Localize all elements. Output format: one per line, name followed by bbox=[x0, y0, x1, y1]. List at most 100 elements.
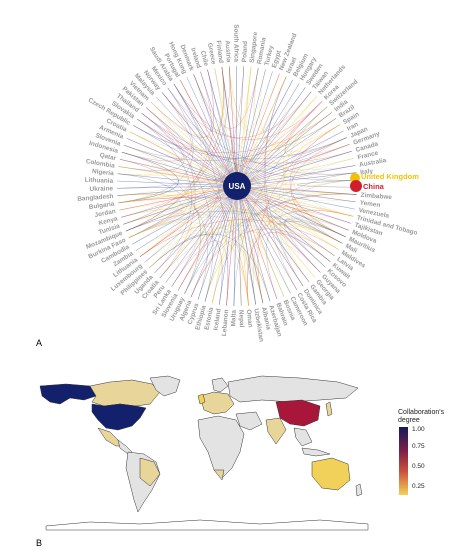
hub-edge bbox=[133, 125, 238, 187]
south-africa bbox=[213, 469, 225, 481]
usa bbox=[91, 403, 147, 431]
colorbar-legend: Collaboration's degree 1.00 0.75 0.50 0.… bbox=[398, 409, 445, 495]
hub-edge bbox=[117, 180, 238, 187]
hub-edge bbox=[236, 65, 238, 187]
collab-edge bbox=[139, 230, 223, 305]
usa-hub-label: USA bbox=[229, 182, 246, 191]
uk-label: United Kingdom bbox=[361, 172, 419, 181]
china bbox=[275, 399, 321, 427]
hub-edge bbox=[236, 185, 278, 300]
hub-edge bbox=[236, 185, 346, 238]
hub-edge bbox=[236, 150, 352, 187]
hub-edge bbox=[141, 113, 238, 187]
country-label: Lebanon bbox=[221, 309, 230, 336]
hub-edge bbox=[116, 185, 238, 189]
collab-edge bbox=[150, 66, 225, 137]
hub-edge bbox=[236, 172, 357, 187]
hub-edge bbox=[236, 96, 317, 187]
new-zealand bbox=[355, 483, 363, 497]
legend-title-line1: Collaboration's bbox=[398, 409, 445, 416]
collab-edge bbox=[123, 66, 224, 225]
country-label: Albania bbox=[260, 306, 272, 330]
hub-edge bbox=[236, 137, 347, 187]
antarctica bbox=[45, 519, 369, 531]
country-label: Iceland bbox=[212, 308, 222, 331]
hub-edge bbox=[131, 185, 238, 245]
brazil bbox=[139, 457, 161, 487]
hub-edge bbox=[211, 185, 238, 304]
collab-edge bbox=[257, 124, 341, 304]
panel-b-label: B bbox=[36, 538, 42, 548]
country-label: Bangladesh bbox=[77, 193, 114, 203]
collab-edge bbox=[161, 92, 349, 231]
hub-edge bbox=[236, 185, 355, 210]
hub-edge bbox=[236, 185, 326, 268]
hub-edge bbox=[236, 165, 356, 187]
collab-edge bbox=[173, 83, 350, 157]
hub-edge bbox=[219, 185, 238, 305]
hub-edge bbox=[236, 185, 339, 250]
hub-edge bbox=[167, 87, 238, 187]
country-label: Qatar bbox=[99, 152, 117, 163]
collab-edge bbox=[247, 232, 331, 306]
country-label: Italy bbox=[360, 168, 374, 176]
hub-edge bbox=[236, 71, 273, 187]
country-label: Zimbabwe bbox=[360, 192, 392, 201]
hub-edge bbox=[144, 185, 238, 263]
scandinavia bbox=[211, 377, 229, 393]
indonesia bbox=[301, 447, 331, 457]
colorbar bbox=[399, 427, 408, 495]
collab-edge bbox=[211, 172, 357, 304]
collab-edge bbox=[128, 87, 306, 238]
hub-edge bbox=[121, 185, 238, 218]
country-label: Bulgaria bbox=[88, 200, 115, 211]
country-label: Chile bbox=[199, 50, 210, 67]
hub-edge bbox=[236, 144, 350, 187]
greenland bbox=[149, 375, 181, 397]
legend-tick-050: 0.50 bbox=[412, 463, 425, 470]
hub-edge bbox=[118, 185, 238, 204]
collab-edge bbox=[277, 83, 357, 175]
hub-edge bbox=[236, 185, 256, 305]
collab-edge bbox=[211, 244, 264, 304]
hub-edge bbox=[236, 66, 252, 187]
hub-edge bbox=[126, 138, 238, 187]
collab-edge bbox=[159, 208, 354, 279]
country-label: France bbox=[357, 150, 379, 162]
hub-edge bbox=[193, 74, 238, 187]
hub-edge bbox=[236, 79, 294, 187]
middle-east bbox=[235, 411, 263, 431]
hub-edge bbox=[236, 124, 341, 187]
hub-edge bbox=[197, 185, 238, 300]
country-label: Kenya bbox=[98, 215, 119, 227]
hub-edge bbox=[171, 185, 238, 287]
hub-edge bbox=[177, 185, 238, 291]
country-label: South Africa bbox=[232, 24, 239, 62]
uk bbox=[197, 393, 206, 405]
hub-edge bbox=[236, 87, 306, 187]
country-label: Turkey bbox=[263, 44, 275, 66]
hub-edge bbox=[221, 66, 238, 187]
country-label: Iran bbox=[346, 121, 360, 133]
collab-edge bbox=[128, 216, 331, 262]
country-label: Austria bbox=[223, 40, 231, 63]
collab-edge bbox=[204, 244, 256, 305]
europe bbox=[199, 391, 235, 415]
alaska bbox=[39, 383, 97, 405]
hub-edge bbox=[121, 151, 238, 187]
hub-edge bbox=[236, 69, 266, 187]
hub-edge bbox=[154, 185, 238, 274]
hub-edge bbox=[236, 76, 287, 187]
hub-edge bbox=[125, 185, 238, 232]
hub-edge bbox=[161, 92, 238, 187]
country-label: Poland bbox=[241, 41, 249, 63]
hub-edge bbox=[236, 185, 356, 203]
legend-tick-075: 0.75 bbox=[412, 443, 425, 450]
hub-edge bbox=[159, 185, 238, 279]
collab-edge bbox=[149, 102, 194, 269]
collab-edge bbox=[214, 68, 326, 268]
southeast-asia bbox=[293, 427, 313, 447]
collab-edge bbox=[149, 234, 223, 305]
collab-edge bbox=[125, 91, 312, 232]
